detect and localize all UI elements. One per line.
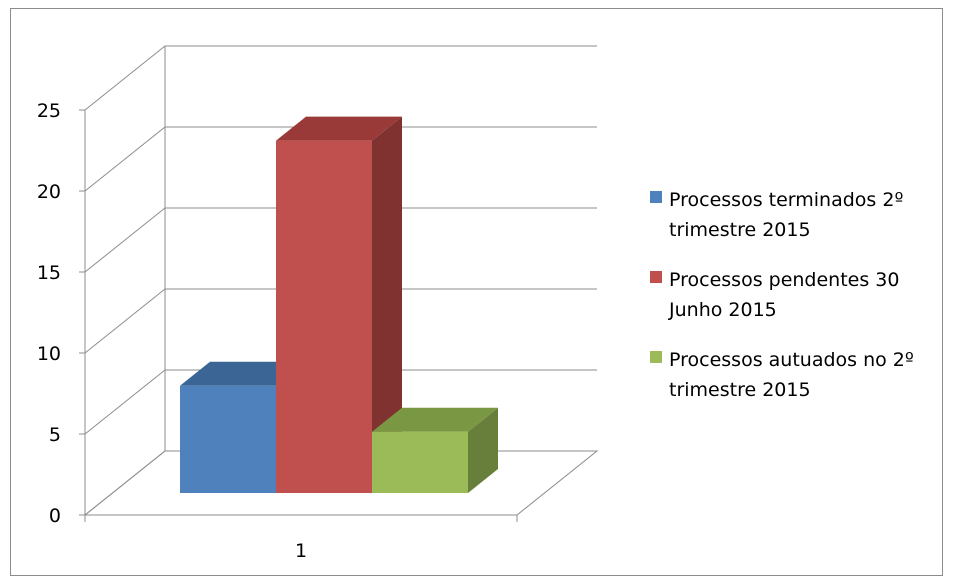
legend-swatch [650,351,662,363]
x-tick-label: 1 [295,540,307,562]
gridline-side-0 [84,450,166,516]
y-tick-label: 15 [37,262,61,284]
bar-top [372,407,498,432]
legend-item-3: Processos autuados no 2º trimestre 2015 [650,349,914,401]
bar-3 [372,407,498,493]
bar-top [180,361,306,386]
legend-swatch [650,191,662,203]
legend-label-line: Processos terminados 2º [669,189,903,211]
legend-label-line: trimestre 2015 [669,379,811,401]
bar-front [180,385,276,493]
gridline-side-15 [84,207,166,273]
bar-side [372,116,402,493]
gridline-side-25 [84,45,166,111]
y-tick-label: 10 [37,343,61,365]
legend-label-line: Processos pendentes 30 [669,269,899,291]
legend-item-1: Processos terminados 2º trimestre 2015 [650,189,903,241]
bar-front [372,431,468,493]
gridline-side-5 [84,369,166,435]
legend-label-line: Junho 2015 [668,299,777,321]
y-tick-label: 25 [37,100,61,122]
legend-label-line: trimestre 2015 [669,219,811,241]
bar-side [468,407,498,493]
tick-labels: 0 5 10 15 20 25 1 [37,100,307,562]
bar-2 [276,116,402,493]
legend-item-2: Processos pendentes 30 Junho 2015 [650,269,899,321]
y-tick-label: 5 [49,424,61,446]
legend-label-line: Processos autuados no 2º [669,349,914,371]
y-tick-label: 20 [37,181,61,203]
axes [79,46,518,522]
bars [180,116,498,493]
gridline-side-10 [84,288,166,354]
y-tick-label: 0 [49,505,61,527]
bar-top [276,116,402,141]
gridline-side-20 [84,126,166,192]
legend-swatch [650,271,662,283]
bar-front [276,140,372,493]
